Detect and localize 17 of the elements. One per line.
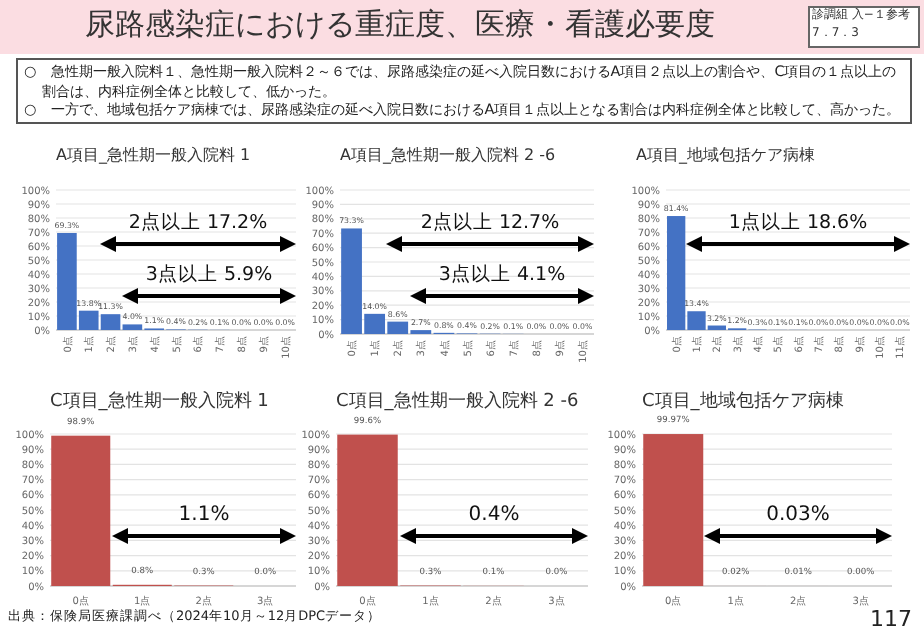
annotation: 0.4% — [468, 504, 520, 526]
chart-title: C項目_急性期一般入院料 1 — [50, 390, 269, 412]
annotation: 1点以上 18.6% — [728, 210, 868, 234]
annotation: 1.1% — [178, 504, 230, 526]
chart-title: C項目_急性期一般入院料 2 -6 — [336, 390, 579, 412]
annotation: 3点以上 5.9% — [145, 262, 273, 286]
bar — [337, 434, 398, 586]
chart-title: A項目_地域包括ケア病棟 — [636, 146, 815, 164]
annotation: 0.03% — [766, 504, 830, 526]
annotation: 3点以上 4.1% — [438, 262, 566, 286]
text: 117 — [870, 606, 912, 632]
chart-title: C項目_地域包括ケア病棟 — [642, 390, 844, 412]
annotation: 2点以上 12.7% — [420, 210, 560, 234]
annotation: 2点以上 17.2% — [128, 210, 268, 234]
chart-title: A項目_急性期一般入院料 1 — [56, 146, 251, 164]
text: 尿路感染症における重症度、医療・看護必要度 — [83, 6, 717, 44]
chart-title: A項目_急性期一般入院料 2 -6 — [340, 146, 556, 164]
